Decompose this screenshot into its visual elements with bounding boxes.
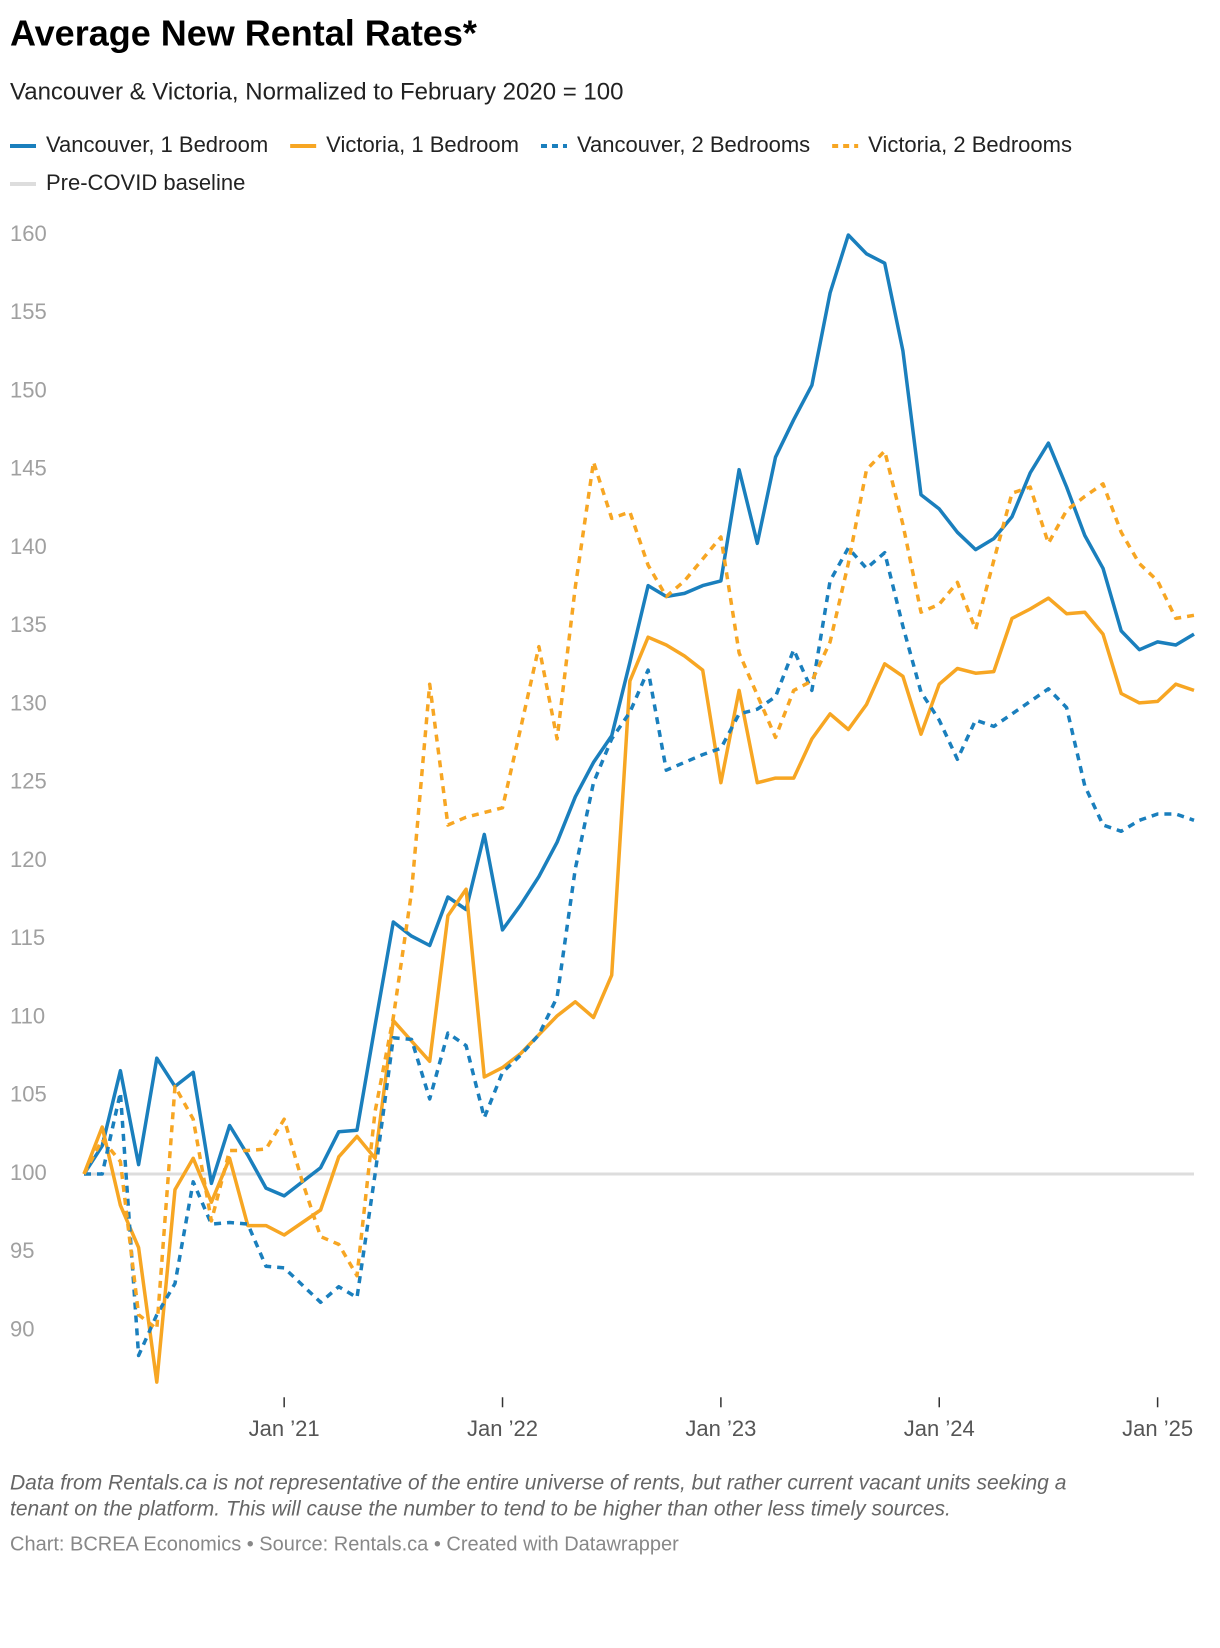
legend-label: Victoria, 1 Bedroom <box>326 132 519 157</box>
x-tick-label: Jan ’21 <box>249 1416 320 1441</box>
y-tick-label: 110 <box>10 1003 45 1028</box>
x-tick-label: Jan ’24 <box>904 1416 975 1441</box>
legend-label: Vancouver, 2 Bedrooms <box>577 132 810 157</box>
y-tick-label: 105 <box>10 1082 47 1107</box>
series-line <box>82 596 1195 1384</box>
y-tick-label: 100 <box>10 1160 47 1185</box>
chart-subtitle: Vancouver & Victoria, Normalized to Febr… <box>10 78 623 105</box>
footnote: Data from Rentals.ca is not representati… <box>10 1472 1066 1495</box>
y-tick-label: 115 <box>10 925 45 950</box>
series-line <box>84 546 1195 1358</box>
y-tick-label: 90 <box>10 1316 34 1341</box>
series-line <box>82 449 1195 1331</box>
chart-title: Average New Rental Rates* <box>10 13 477 54</box>
credit: Chart: BCREA Economics • Source: Rentals… <box>10 1533 679 1555</box>
y-tick-label: 95 <box>10 1238 34 1263</box>
y-tick-label: 155 <box>10 299 47 324</box>
legend-label: Pre-COVID baseline <box>46 170 245 195</box>
y-tick-label: 140 <box>10 534 47 559</box>
y-tick-label: 125 <box>10 769 47 794</box>
y-tick-label: 120 <box>10 847 47 872</box>
y-tick-label: 150 <box>10 377 47 402</box>
series-line <box>82 233 1195 1198</box>
x-tick-label: Jan ’22 <box>467 1416 538 1441</box>
footnote: tenant on the platform. This will cause … <box>10 1498 951 1521</box>
x-tick-label: Jan ’23 <box>685 1416 756 1441</box>
y-tick-label: 135 <box>10 612 47 637</box>
y-tick-label: 160 <box>10 221 47 246</box>
y-tick-label: 130 <box>10 690 47 715</box>
y-tick-label: 145 <box>10 456 47 481</box>
x-tick-label: Jan ’25 <box>1122 1416 1193 1441</box>
legend-label: Victoria, 2 Bedrooms <box>868 132 1072 157</box>
legend-label: Vancouver, 1 Bedroom <box>46 132 268 157</box>
